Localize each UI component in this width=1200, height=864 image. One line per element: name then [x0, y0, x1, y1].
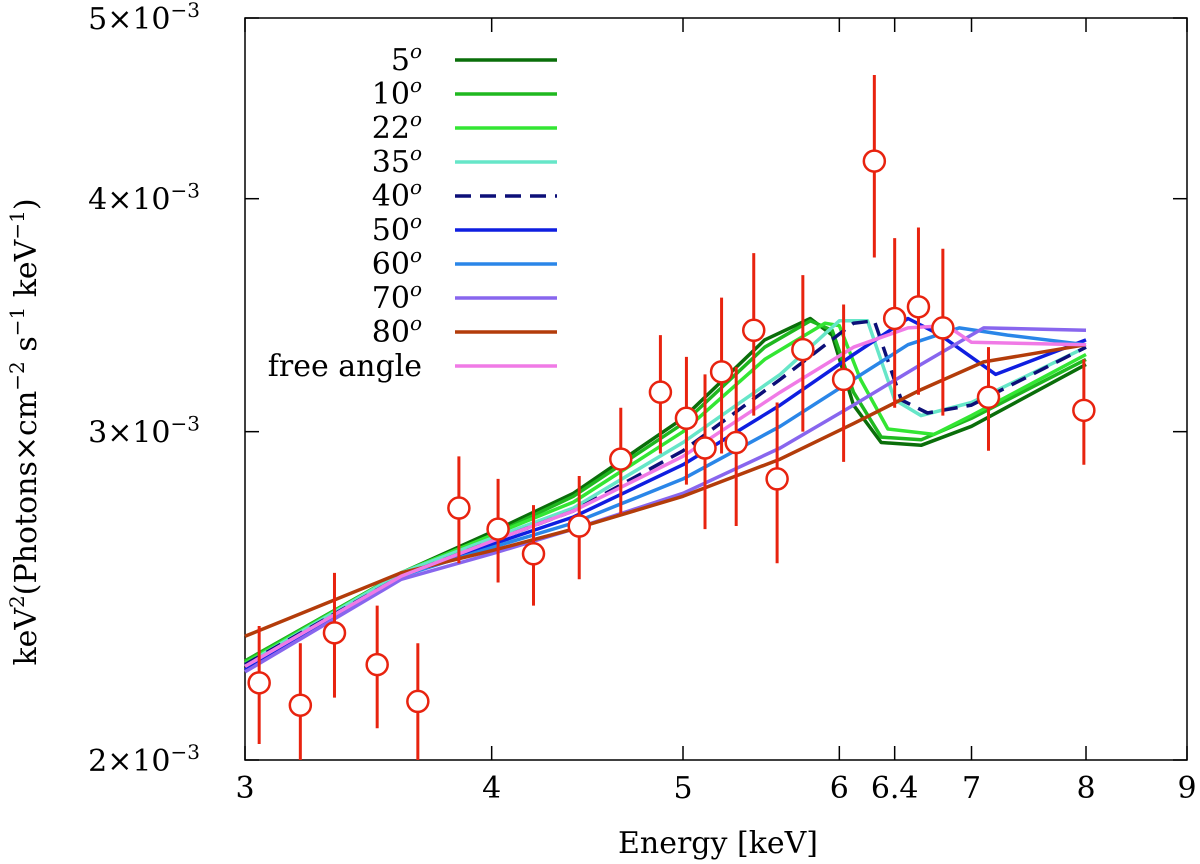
x-tick-label: 8	[1076, 771, 1095, 806]
data-point	[521, 542, 546, 566]
data-point	[567, 514, 591, 538]
data-point	[831, 367, 856, 392]
x-tick-label: 4	[482, 771, 501, 806]
legend-label: 50o	[372, 209, 422, 248]
legend-label: 5o	[391, 39, 422, 78]
x-tick-label: 5	[673, 771, 692, 806]
legend-label: 35o	[372, 141, 422, 180]
x-tick-label: 7	[962, 771, 981, 806]
data-point	[288, 693, 313, 717]
data-point	[693, 436, 717, 460]
y-tick-label: 5×10−3	[88, 0, 200, 37]
legend-label: 60o	[372, 243, 422, 282]
plot-frame	[244, 17, 1188, 761]
data-point	[609, 447, 633, 471]
y-tick-label: 2×10−3	[88, 740, 200, 779]
x-tick-label: 9	[1177, 771, 1196, 806]
series-line-free-angle	[244, 323, 1087, 668]
series-line-70	[244, 326, 1087, 674]
data-point	[406, 689, 430, 714]
data-point	[648, 380, 673, 404]
data-point	[741, 318, 766, 343]
y-axis-label: keV2(Photons×cm−2 s−1 keV−1)	[5, 198, 44, 665]
data-points-layer	[247, 75, 1096, 760]
data-point	[976, 385, 1001, 410]
data-point	[322, 621, 347, 645]
legend-label: 40o	[372, 175, 422, 214]
ticks-layer: 3 4 5 6 6.4 7 8 9 2×10−3 3×10−3 4×10−3 5×10−3	[88, 0, 1196, 806]
data-point	[906, 295, 931, 319]
x-axis-label: Energy [keV]	[618, 826, 818, 861]
data-point	[674, 406, 699, 431]
series-line-50	[244, 316, 1087, 672]
y-tick-label: 4×10−3	[88, 179, 200, 218]
data-point	[709, 360, 734, 384]
series-line-80	[244, 342, 1087, 638]
series-layer	[244, 316, 1087, 674]
data-point	[1072, 398, 1096, 423]
legend-label: free angle	[268, 349, 422, 384]
plot-border	[244, 17, 1188, 761]
data-point	[862, 149, 887, 173]
x-tick-label: 3	[235, 771, 254, 806]
data-point	[791, 337, 815, 362]
x-tick-label: 6	[830, 771, 849, 806]
data-point	[247, 671, 271, 695]
x-tick-label: 6.4	[871, 771, 919, 806]
data-point	[931, 316, 955, 340]
data-point	[447, 496, 471, 520]
legend-label: 22o	[372, 107, 422, 146]
y-tick-label: 3×10−3	[88, 412, 200, 451]
legend-label: 70o	[372, 277, 422, 316]
legend-label: 80o	[372, 311, 422, 350]
data-point	[882, 306, 907, 331]
legend-label: 10o	[372, 73, 422, 112]
data-point	[486, 517, 510, 541]
data-point	[765, 467, 789, 491]
data-point	[365, 652, 389, 677]
data-point	[724, 430, 748, 455]
